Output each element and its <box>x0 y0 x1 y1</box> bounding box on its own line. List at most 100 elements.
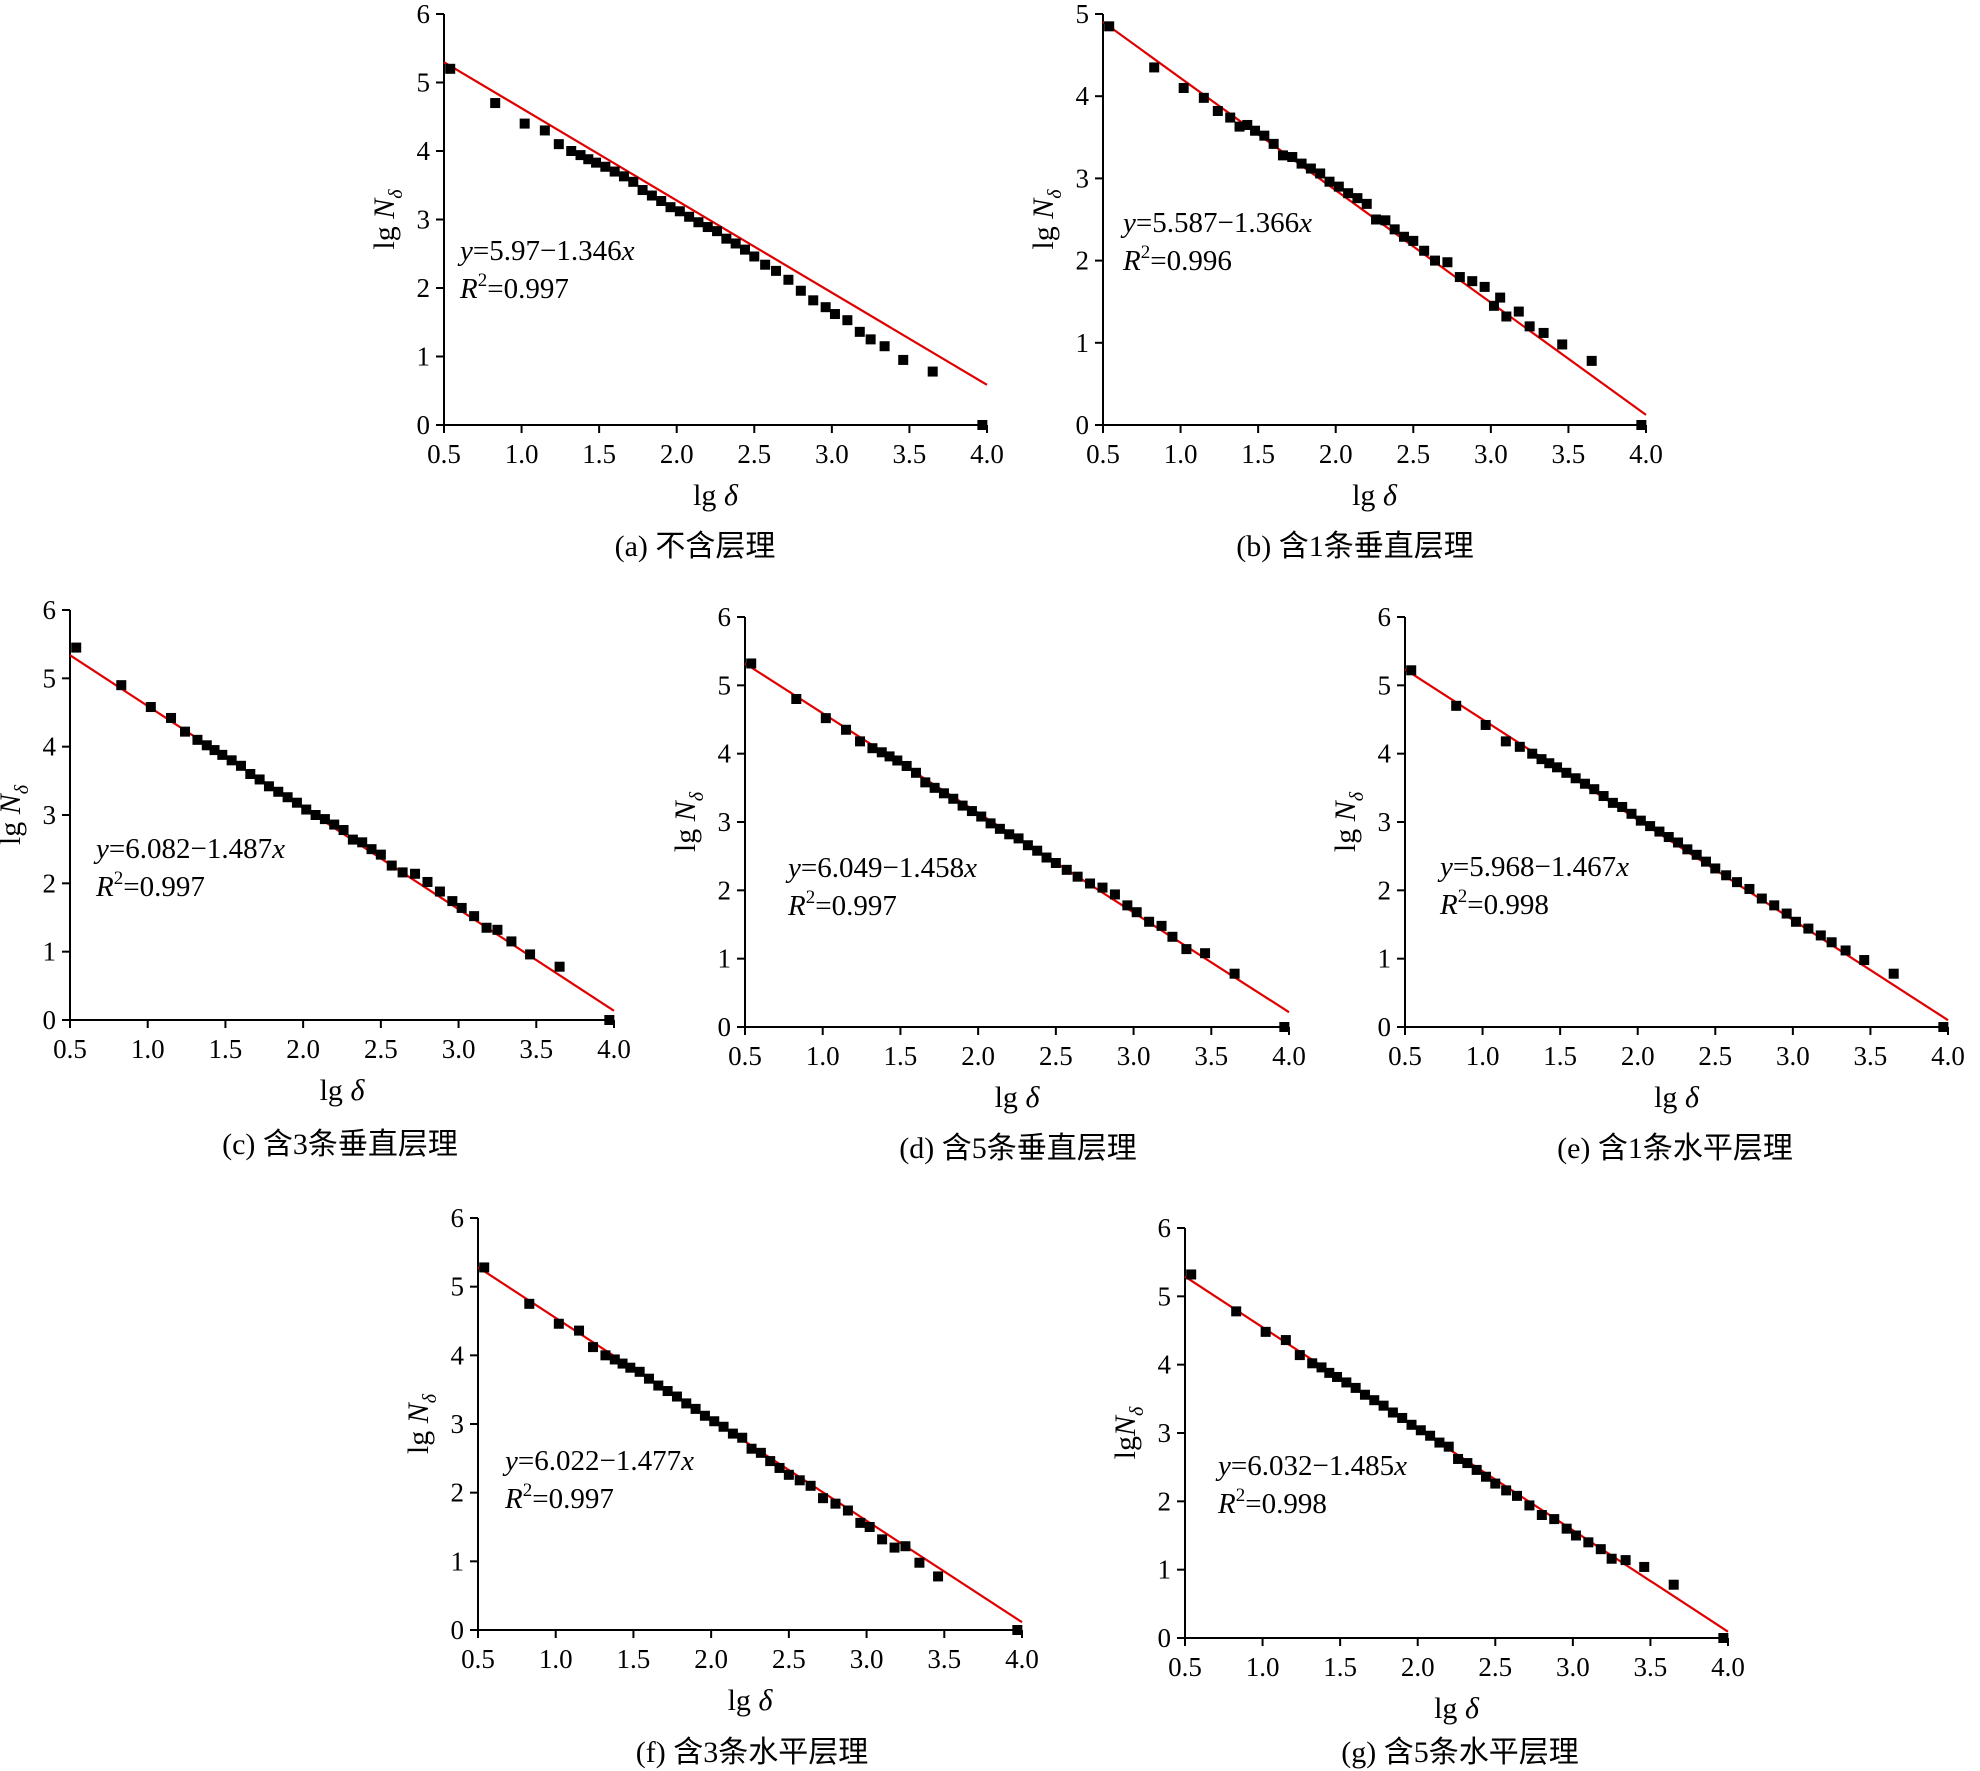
data-point <box>795 285 806 296</box>
data-point <box>116 680 127 691</box>
x-tick-label: 0.5 <box>461 1644 495 1674</box>
x-tick-label: 4.0 <box>1629 439 1663 469</box>
data-point <box>1397 1412 1408 1423</box>
y-tick-label: 5 <box>451 1272 465 1302</box>
data-point <box>1467 276 1478 287</box>
y-tick-label: 1 <box>1158 1555 1172 1585</box>
data-point <box>1296 158 1307 169</box>
data-point <box>1769 900 1780 911</box>
data-point <box>1268 138 1279 149</box>
panel-caption: (b) 含1条垂直层理 <box>1236 530 1473 563</box>
data-point <box>901 760 912 771</box>
y-tick-label: 2 <box>417 273 431 303</box>
x-tick-label: 3.5 <box>1552 439 1586 469</box>
y-tick-label: 4 <box>718 739 732 769</box>
y-tick-label: 4 <box>417 136 431 166</box>
data-point <box>1131 907 1142 918</box>
data-point <box>783 1469 794 1480</box>
chart-panel-g: 0.5 1.0 1.5 2.0 2.5 3.0 3.5 4.0 0 1 2 3 4 5 6 lg δ lgNδ y… <box>1109 1213 1745 1769</box>
data-point <box>877 1534 888 1545</box>
x-tick-label: 3.0 <box>1474 439 1508 469</box>
data-point <box>1013 833 1024 844</box>
data-point <box>830 1498 841 1509</box>
x-tick-label: 2.0 <box>1621 1041 1655 1071</box>
data-point <box>820 302 831 313</box>
data-point <box>1803 923 1814 934</box>
data-point <box>1387 1407 1398 1418</box>
data-point <box>1639 1561 1650 1572</box>
fit-equation: y=6.032−1.485x <box>1215 1450 1407 1482</box>
data-point <box>1471 1464 1482 1475</box>
x-tick-label: 2.0 <box>961 1041 995 1071</box>
x-tick-label: 2.0 <box>694 1644 728 1674</box>
y-axis-label: lg Nδ <box>669 791 708 852</box>
data-point <box>1425 1430 1436 1441</box>
data-point <box>865 334 876 345</box>
data-point <box>709 1416 720 1427</box>
r-squared: R2=0.998 <box>1439 886 1549 921</box>
data-point <box>566 146 577 156</box>
data-point <box>1234 121 1245 132</box>
data-point <box>1406 1419 1417 1430</box>
data-point <box>1061 864 1072 875</box>
data-point <box>1415 1425 1426 1436</box>
y-tick-label: 1 <box>417 342 431 372</box>
chart-panel-c: 0.5 1.0 1.5 2.0 2.5 3.0 3.5 4.0 0 1 2 3 4 5 6 lg δ lg Nδ… <box>0 595 631 1161</box>
x-tick-label: 4.0 <box>970 439 1004 469</box>
data-point <box>235 760 246 771</box>
data-point <box>690 1403 701 1414</box>
fit-equation: y=6.049−1.458x <box>785 852 977 884</box>
data-point <box>1398 231 1409 242</box>
data-point <box>1287 152 1298 163</box>
data-point <box>1085 878 1096 889</box>
data-point <box>681 1398 692 1409</box>
data-point <box>1663 832 1674 843</box>
data-point <box>1316 1362 1327 1373</box>
data-point <box>1280 1335 1291 1346</box>
y-tick-label: 5 <box>1158 1281 1172 1311</box>
data-point <box>774 1462 785 1473</box>
data-point <box>656 196 667 207</box>
data-point <box>1181 944 1192 955</box>
data-point <box>1004 829 1015 840</box>
data-point <box>1607 797 1618 808</box>
data-point <box>338 825 349 836</box>
data-point <box>609 1354 620 1365</box>
panel-caption: (e) 含1条水平层理 <box>1557 1132 1793 1165</box>
x-tick-label: 2.5 <box>1039 1041 1073 1071</box>
y-tick-label: 3 <box>43 800 57 830</box>
data-point <box>1104 21 1115 32</box>
data-point <box>1442 257 1453 268</box>
data-point <box>575 150 586 161</box>
data-point <box>910 767 921 778</box>
data-point <box>469 911 480 922</box>
data-point <box>948 793 959 804</box>
data-point <box>490 98 501 109</box>
x-tick-label: 2.5 <box>1698 1041 1732 1071</box>
x-axis-label: lg δ <box>728 1684 774 1717</box>
x-tick-label: 2.0 <box>660 439 694 469</box>
data-point <box>1744 883 1755 894</box>
data-point <box>765 1456 776 1467</box>
x-tick-label: 0.5 <box>53 1034 87 1064</box>
y-tick-label: 4 <box>451 1340 465 1370</box>
data-point <box>1826 937 1837 948</box>
data-point <box>1815 930 1826 941</box>
data-point <box>653 1380 664 1391</box>
data-point <box>604 1015 615 1025</box>
x-tick-label: 3.0 <box>1556 1652 1590 1682</box>
x-tick-label: 4.0 <box>597 1034 631 1064</box>
r-squared: R2=0.997 <box>95 868 205 903</box>
data-point <box>1279 1022 1290 1032</box>
data-point <box>145 702 156 713</box>
data-point <box>1072 871 1083 882</box>
data-point <box>553 139 564 150</box>
data-point <box>600 161 611 172</box>
panel-caption: (c) 含3条垂直层理 <box>222 1128 458 1161</box>
data-point <box>1453 1453 1464 1464</box>
data-point <box>854 326 865 337</box>
data-point <box>1527 748 1538 759</box>
x-tick-label: 3.5 <box>1194 1041 1228 1071</box>
y-tick-label: 6 <box>718 602 732 632</box>
